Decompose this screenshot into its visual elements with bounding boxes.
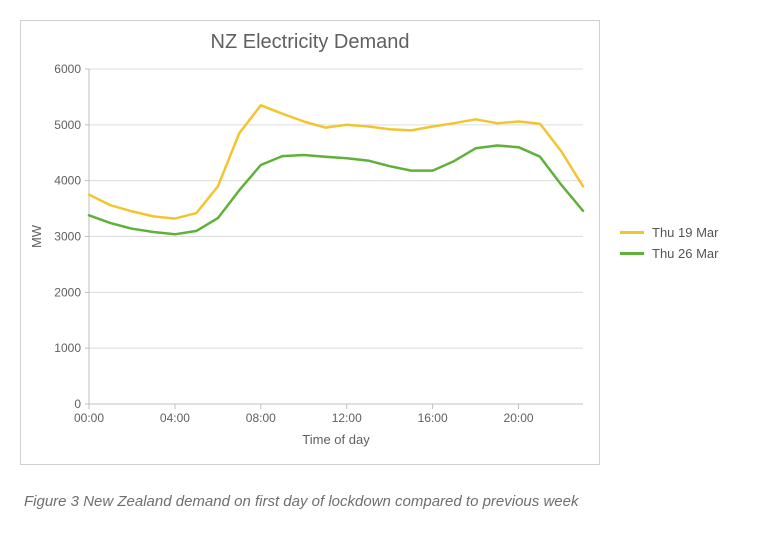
chart-row: NZ Electricity Demand 0 1000 2000 3000 4000 5…: [20, 20, 746, 465]
svg-text:2000: 2000: [54, 285, 81, 299]
legend-item: Thu 19 Mar: [620, 225, 718, 240]
chart-svg: 0 1000 2000 3000 4000 5000 6000 00:00 04:00 08:00…: [21, 21, 601, 466]
svg-text:1000: 1000: [54, 341, 81, 355]
svg-text:04:00: 04:00: [160, 411, 190, 425]
svg-text:4000: 4000: [54, 174, 81, 188]
svg-text:0: 0: [74, 397, 81, 411]
svg-text:08:00: 08:00: [246, 411, 276, 425]
svg-text:3000: 3000: [54, 230, 81, 244]
legend-swatch: [620, 231, 644, 234]
legend-label: Thu 26 Mar: [652, 246, 718, 261]
chart-box: NZ Electricity Demand 0 1000 2000 3000 4000 5…: [20, 20, 600, 465]
svg-text:5000: 5000: [54, 118, 81, 132]
chart-title: NZ Electricity Demand: [21, 31, 599, 54]
legend: Thu 19 Mar Thu 26 Mar: [620, 219, 718, 267]
svg-text:Time of day: Time of day: [302, 432, 370, 447]
figure-caption: Figure 3 New Zealand demand on first day…: [20, 493, 746, 510]
svg-text:20:00: 20:00: [504, 411, 534, 425]
legend-item: Thu 26 Mar: [620, 246, 718, 261]
svg-text:16:00: 16:00: [418, 411, 448, 425]
svg-text:6000: 6000: [54, 62, 81, 76]
figure-container: NZ Electricity Demand 0 1000 2000 3000 4000 5…: [0, 0, 766, 554]
svg-text:00:00: 00:00: [74, 411, 104, 425]
legend-swatch: [620, 252, 644, 255]
legend-label: Thu 19 Mar: [652, 225, 718, 240]
svg-text:12:00: 12:00: [332, 411, 362, 425]
svg-text:MW: MW: [29, 224, 44, 248]
